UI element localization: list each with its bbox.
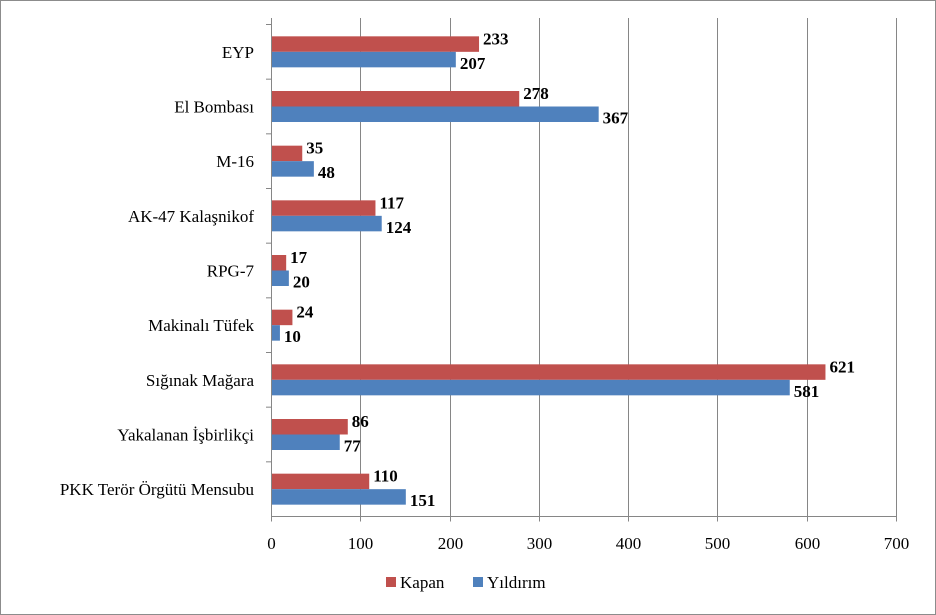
data-label: 233: [483, 29, 509, 48]
legend-swatch-1: [473, 577, 483, 587]
bar-yldrm: [272, 106, 599, 122]
data-label: 278: [523, 84, 549, 103]
legend-label: Kapan: [400, 573, 445, 592]
bar-kapan: [272, 473, 370, 490]
data-label: 110: [373, 467, 398, 486]
category-label: M-16: [216, 152, 254, 171]
data-label: 17: [290, 248, 308, 267]
category-label: PKK Terör Örgütü Mensubu: [60, 480, 255, 499]
data-label: 35: [306, 139, 323, 158]
category-label: Makinalı Tüfek: [148, 316, 254, 335]
bar-kapan: [272, 145, 303, 162]
x-tick-label: 300: [527, 534, 553, 553]
bar-yldrm: [272, 270, 289, 286]
bar-kapan: [272, 419, 348, 435]
legend-swatch-0: [386, 577, 396, 587]
data-label: 124: [386, 218, 412, 237]
data-label: 20: [293, 273, 310, 292]
bar-yldrm: [272, 215, 382, 232]
x-tick-label: 100: [348, 534, 374, 553]
bar-kapan: [272, 364, 826, 380]
data-label: 117: [379, 193, 404, 212]
x-tick-label: 700: [884, 534, 910, 553]
legend-label: Yıldırım: [487, 573, 546, 592]
bar-yldrm: [272, 434, 340, 450]
bar-kapan: [272, 309, 293, 326]
x-tick-label: 200: [438, 534, 464, 553]
x-tick-label: 400: [616, 534, 642, 553]
bar-kapan: [272, 36, 480, 52]
data-label: 207: [460, 54, 486, 73]
category-label: Sığınak Mağara: [146, 371, 255, 390]
data-label: 367: [603, 109, 629, 128]
bar-yldrm: [272, 325, 280, 341]
bar-kapan: [272, 255, 287, 271]
data-label: 86: [352, 412, 369, 431]
category-label: Yakalanan İşbirlikçi: [117, 426, 254, 445]
data-label: 48: [318, 163, 335, 182]
bar-yldrm: [272, 161, 314, 177]
bar-yldrm: [272, 51, 456, 68]
category-label: El Bombası: [174, 98, 254, 117]
data-label: 151: [410, 491, 436, 510]
data-label: 581: [794, 382, 820, 401]
data-label: 621: [829, 357, 855, 376]
x-tick-label: 0: [267, 534, 276, 553]
category-label: AK-47 Kalaşnikof: [128, 207, 254, 226]
data-label: 24: [296, 303, 314, 322]
bar-kapan: [272, 200, 376, 216]
bar-kapan: [272, 91, 520, 107]
data-label: 77: [344, 437, 362, 456]
x-tick-label: 600: [795, 534, 821, 553]
x-tick-label: 500: [705, 534, 731, 553]
bar-yldrm: [272, 489, 406, 505]
category-label: EYP: [222, 43, 254, 62]
category-label: RPG-7: [207, 262, 255, 281]
data-label: 10: [284, 327, 301, 346]
bar-yldrm: [272, 379, 790, 396]
